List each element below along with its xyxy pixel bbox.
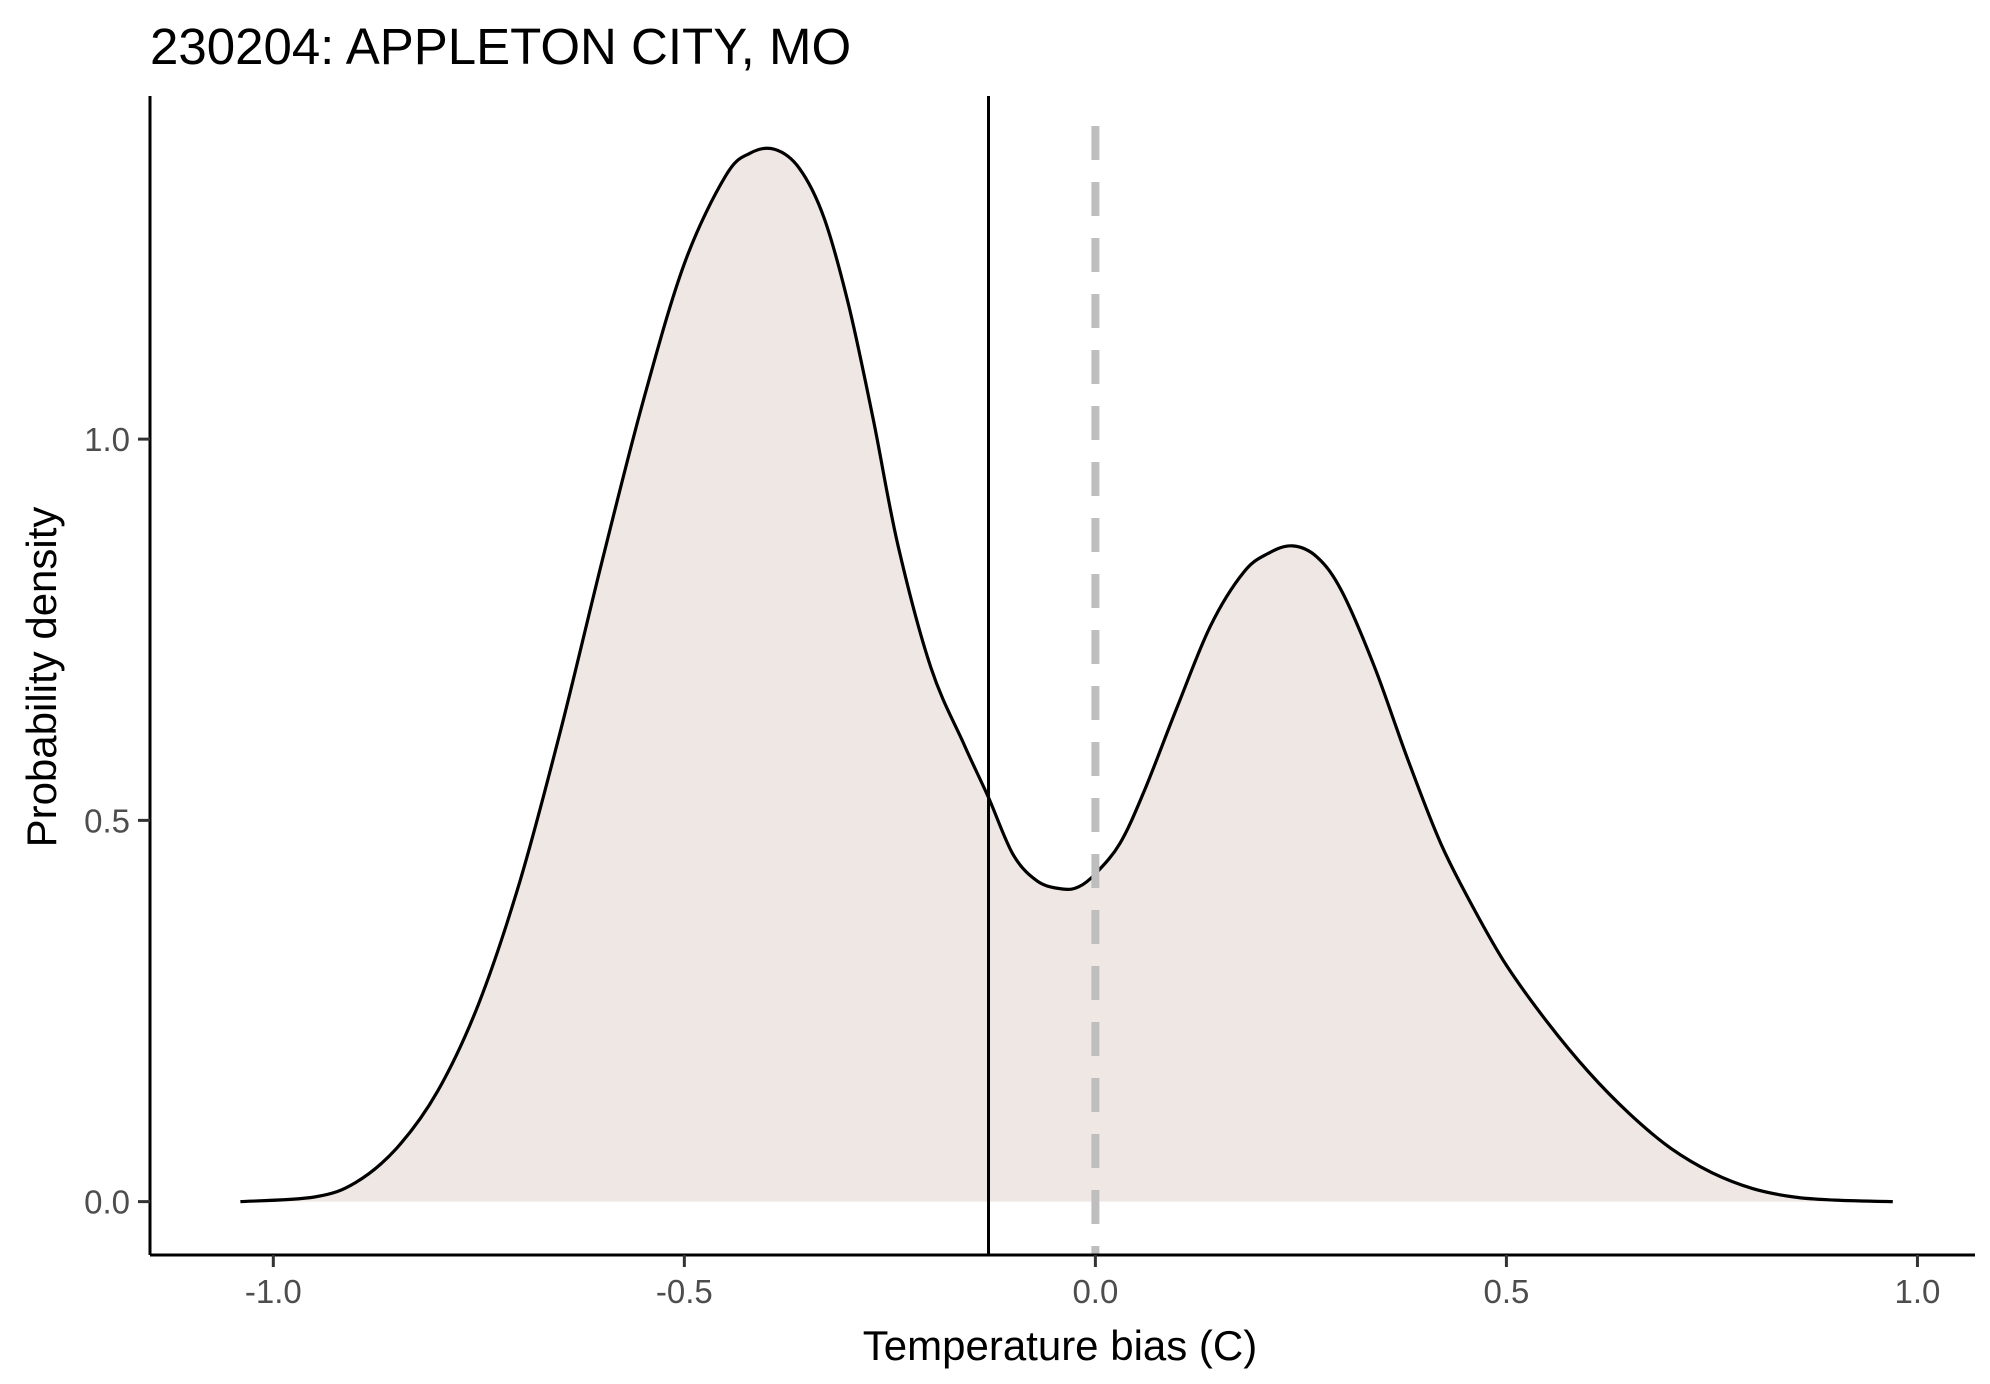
x-tick-label: -1.0 bbox=[245, 1273, 302, 1310]
x-tick-label: 0.0 bbox=[1072, 1273, 1118, 1310]
y-tick-label: 0.5 bbox=[84, 802, 130, 839]
chart-title: 230204: APPLETON CITY, MO bbox=[150, 18, 851, 75]
x-tick-label: 0.5 bbox=[1483, 1273, 1529, 1310]
density-fill-area bbox=[240, 148, 1893, 1202]
plot-area bbox=[240, 96, 1893, 1255]
x-tick-label: 1.0 bbox=[1895, 1273, 1941, 1310]
x-axis-title: Temperature bias (C) bbox=[863, 1322, 1257, 1369]
y-tick-label: 0.0 bbox=[84, 1184, 130, 1221]
x-tick-label: -0.5 bbox=[656, 1273, 713, 1310]
density-curve-line bbox=[240, 146, 1893, 1204]
y-tick-label: 1.0 bbox=[84, 421, 130, 458]
axes: -1.0 -0.5 0.0 0.5 1.0 0.0 0.5 1.0 bbox=[84, 96, 1975, 1310]
y-axis-title: Probability density bbox=[18, 507, 65, 848]
x-axis-ticks: -1.0 -0.5 0.0 0.5 1.0 bbox=[245, 1255, 1941, 1310]
y-axis-ticks: 0.0 0.5 1.0 bbox=[84, 421, 150, 1221]
